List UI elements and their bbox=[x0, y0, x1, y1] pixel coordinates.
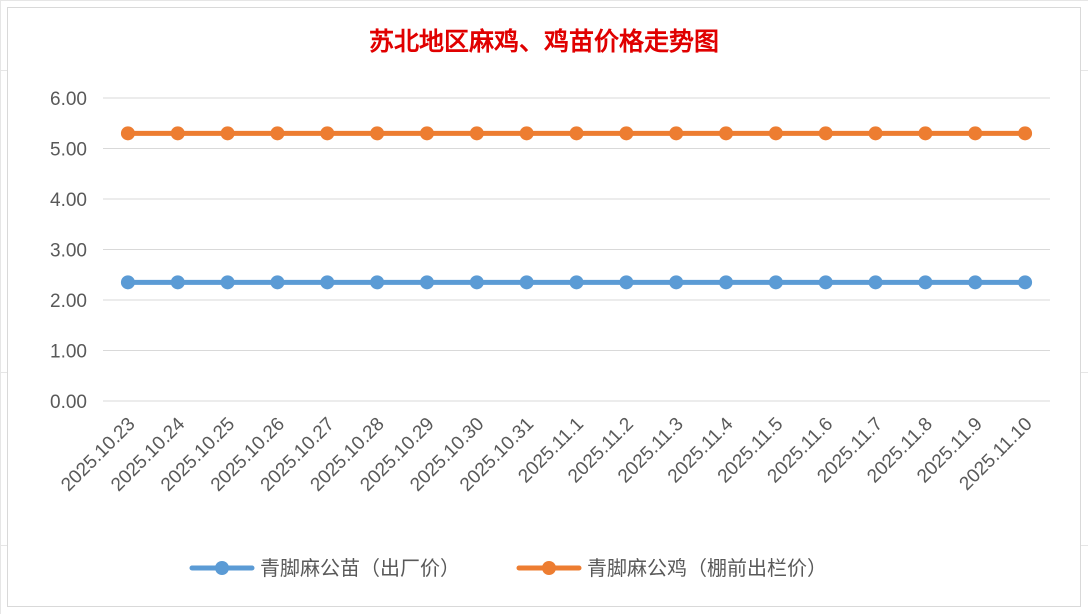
chart-title: 苏北地区麻鸡、鸡苗价格走势图 bbox=[369, 27, 719, 56]
data-point[interactable] bbox=[968, 126, 983, 141]
data-point[interactable] bbox=[220, 126, 235, 141]
chart-area[interactable] bbox=[7, 7, 1081, 607]
series-lines bbox=[120, 126, 1033, 290]
y-tick-label: 0.00 bbox=[50, 392, 87, 413]
sheet-gridline bbox=[0, 70, 7, 71]
data-point[interactable] bbox=[719, 126, 734, 141]
sheet-gridline bbox=[0, 372, 7, 373]
y-tick-label: 3.00 bbox=[50, 241, 87, 262]
gridlines bbox=[103, 97, 1050, 402]
data-point[interactable] bbox=[569, 126, 584, 141]
sheet-gridline bbox=[1081, 70, 1088, 71]
data-point[interactable] bbox=[419, 275, 434, 290]
data-point[interactable] bbox=[519, 275, 534, 290]
data-point[interactable] bbox=[669, 275, 684, 290]
legend-label: 青脚麻公鸡（棚前出栏价） bbox=[587, 556, 827, 580]
legend-item[interactable]: 青脚麻公鸡（棚前出栏价） bbox=[516, 556, 827, 580]
data-point[interactable] bbox=[320, 126, 335, 141]
data-point[interactable] bbox=[120, 126, 135, 141]
legend-dot-marker bbox=[542, 561, 556, 575]
data-point[interactable] bbox=[1018, 275, 1033, 290]
data-point[interactable] bbox=[818, 126, 833, 141]
data-point[interactable] bbox=[1018, 126, 1033, 141]
data-point[interactable] bbox=[120, 275, 135, 290]
sheet-gridline bbox=[0, 0, 1088, 1]
data-point[interactable] bbox=[619, 275, 634, 290]
y-axis-labels: 0.00 1.00 2.00 3.00 4.00 5.00 6.00 bbox=[50, 89, 87, 413]
data-point[interactable] bbox=[569, 275, 584, 290]
data-point[interactable] bbox=[370, 126, 385, 141]
data-point[interactable] bbox=[170, 275, 185, 290]
data-point[interactable] bbox=[469, 126, 484, 141]
data-point[interactable] bbox=[270, 126, 285, 141]
data-point[interactable] bbox=[419, 126, 434, 141]
data-point[interactable] bbox=[270, 275, 285, 290]
data-point[interactable] bbox=[868, 275, 883, 290]
data-point[interactable] bbox=[918, 275, 933, 290]
sheet-gridline bbox=[0, 545, 7, 546]
y-tick-label: 1.00 bbox=[50, 342, 87, 363]
y-tick-label: 2.00 bbox=[50, 291, 87, 312]
y-tick-label: 5.00 bbox=[50, 140, 87, 161]
data-point[interactable] bbox=[818, 275, 833, 290]
data-point[interactable] bbox=[868, 126, 883, 141]
data-point[interactable] bbox=[220, 275, 235, 290]
data-point[interactable] bbox=[519, 126, 534, 141]
legend: 青脚麻公苗（出厂价） 青脚麻公鸡（棚前出栏价） bbox=[189, 556, 827, 580]
sheet-gridline bbox=[0, 0, 1, 614]
legend-label: 青脚麻公苗（出厂价） bbox=[260, 556, 460, 580]
data-point[interactable] bbox=[170, 126, 185, 141]
data-point[interactable] bbox=[768, 275, 783, 290]
data-point[interactable] bbox=[469, 275, 484, 290]
data-point[interactable] bbox=[768, 126, 783, 141]
data-point[interactable] bbox=[669, 126, 684, 141]
sheet-gridline bbox=[1081, 545, 1088, 546]
data-point[interactable] bbox=[619, 126, 634, 141]
data-point[interactable] bbox=[918, 126, 933, 141]
x-axis-labels: 2025.10.232025.10.242025.10.252025.10.26… bbox=[57, 413, 1036, 495]
legend-dot-marker bbox=[215, 561, 229, 575]
data-point[interactable] bbox=[320, 275, 335, 290]
data-point[interactable] bbox=[370, 275, 385, 290]
y-tick-label: 6.00 bbox=[50, 89, 87, 110]
data-point[interactable] bbox=[719, 275, 734, 290]
sheet-gridline bbox=[1081, 372, 1088, 373]
y-tick-label: 4.00 bbox=[50, 190, 87, 211]
legend-item[interactable]: 青脚麻公苗（出厂价） bbox=[189, 556, 460, 580]
data-point[interactable] bbox=[968, 275, 983, 290]
